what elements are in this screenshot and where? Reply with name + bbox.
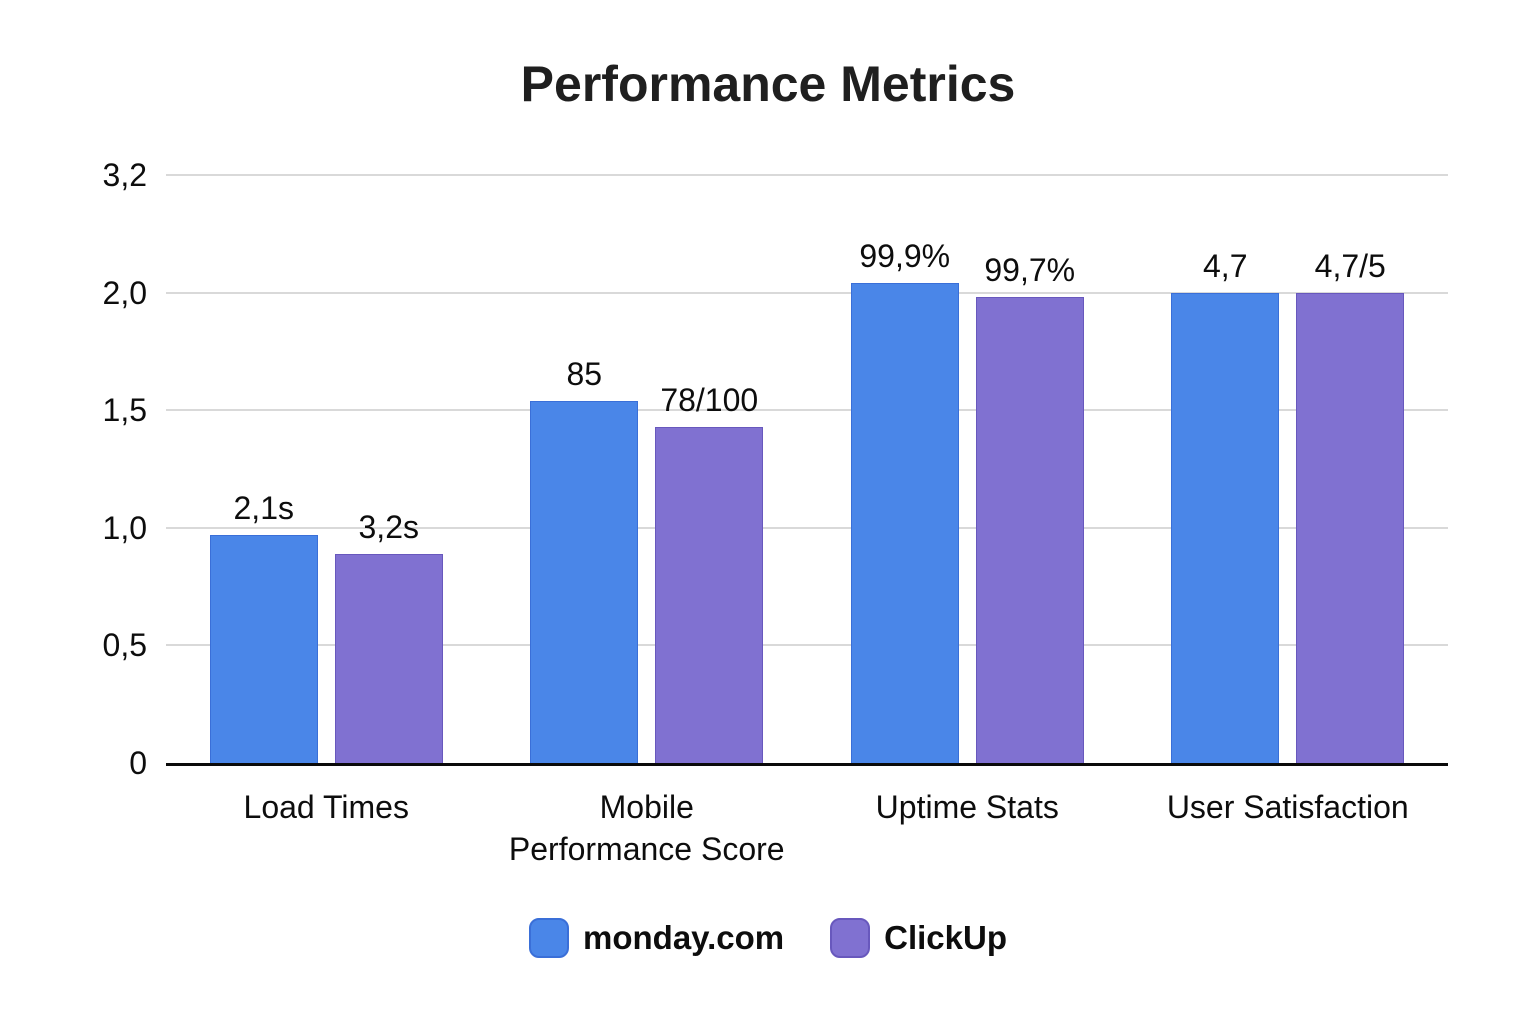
bar-column-monday: 99,9% <box>850 237 959 763</box>
y-axis-tick-label: 0,5 <box>102 627 147 664</box>
x-axis-line <box>166 763 1448 766</box>
gridline <box>166 174 1448 176</box>
legend-item-clickup: ClickUp <box>830 916 1007 960</box>
bar-group: 2,1s 3,2s <box>166 175 487 763</box>
bar-column-clickup: 99,7% <box>975 251 1084 763</box>
bar-monday <box>209 535 318 763</box>
gridline <box>166 291 1448 294</box>
bar-groups: 2,1s 3,2s 85 78/100 99,9% 99,7% 4,7 4,7/5 <box>166 175 1448 763</box>
y-axis-tick-label: 3,2 <box>102 157 147 193</box>
bar-monday <box>850 283 959 763</box>
legend-label-monday: monday.com <box>583 919 785 956</box>
legend-swatch-clickup-icon <box>830 918 871 958</box>
category-label-line: Mobile <box>599 789 694 825</box>
gridline <box>166 409 1448 412</box>
legend: monday.com ClickUp <box>0 916 1536 960</box>
gridline <box>166 526 1448 529</box>
bar-value-label: 78/100 <box>660 382 759 418</box>
bar-clickup <box>1296 293 1405 763</box>
bar-monday <box>530 401 639 763</box>
bar-value-label: 99,9% <box>859 238 951 274</box>
bar-group: 85 78/100 <box>487 175 808 763</box>
bar-column-clickup: 3,2s <box>334 508 443 763</box>
bar-clickup <box>975 297 1084 763</box>
bar-column-monday: 85 <box>530 355 639 763</box>
legend-item-monday: monday.com <box>529 916 784 960</box>
chart-title: Performance Metrics <box>520 56 1016 112</box>
bar-value-label: 85 <box>566 356 603 392</box>
category-label: User Satisfaction <box>1128 786 1449 870</box>
category-label-line: User Satisfaction <box>1166 789 1409 825</box>
bar-monday <box>1171 293 1280 763</box>
category-label-line: Load Times <box>243 789 409 825</box>
bar-column-clickup: 4,7/5 <box>1296 247 1405 763</box>
bar-column-monday: 4,7 <box>1171 247 1280 763</box>
y-axis-labels: 3,2 2,0 1,5 1,0 0,5 0 <box>0 0 147 1024</box>
bar-value-label: 99,7% <box>984 252 1076 288</box>
bar-value-label: 2,1s <box>233 490 294 526</box>
bar-group: 99,9% 99,7% <box>807 175 1128 763</box>
x-axis-category-labels: Load Times Mobile Performance Score Uptime … <box>166 786 1448 870</box>
bar-value-label: 3,2s <box>358 509 419 545</box>
y-axis-tick-label: 1,0 <box>102 509 147 546</box>
legend-swatch-monday-icon <box>529 918 570 958</box>
category-label-line: Uptime Stats <box>875 789 1059 825</box>
category-label: Load Times <box>166 786 487 870</box>
category-label: Uptime Stats <box>807 786 1128 870</box>
bar-group: 4,7 4,7/5 <box>1128 175 1449 763</box>
category-label-line: Performance Score <box>508 831 785 867</box>
legend-label-clickup: ClickUp <box>884 919 1007 956</box>
bar-clickup <box>334 554 443 763</box>
bar-value-label: 4,7/5 <box>1314 248 1386 284</box>
category-label: Mobile Performance Score <box>487 786 808 870</box>
y-axis-tick-label: 1,5 <box>102 392 147 429</box>
y-axis-tick-label: 0 <box>129 745 147 781</box>
bar-value-label: 4,7 <box>1203 248 1248 284</box>
y-axis-tick-label: 2,0 <box>102 274 147 311</box>
plot-area: 2,1s 3,2s 85 78/100 99,9% 99,7% 4,7 4,7/5 <box>166 174 1448 766</box>
bar-clickup <box>655 427 764 763</box>
bar-column-clickup: 78/100 <box>655 381 764 763</box>
gridline <box>166 644 1448 647</box>
bar-column-monday: 2,1s <box>209 489 318 763</box>
